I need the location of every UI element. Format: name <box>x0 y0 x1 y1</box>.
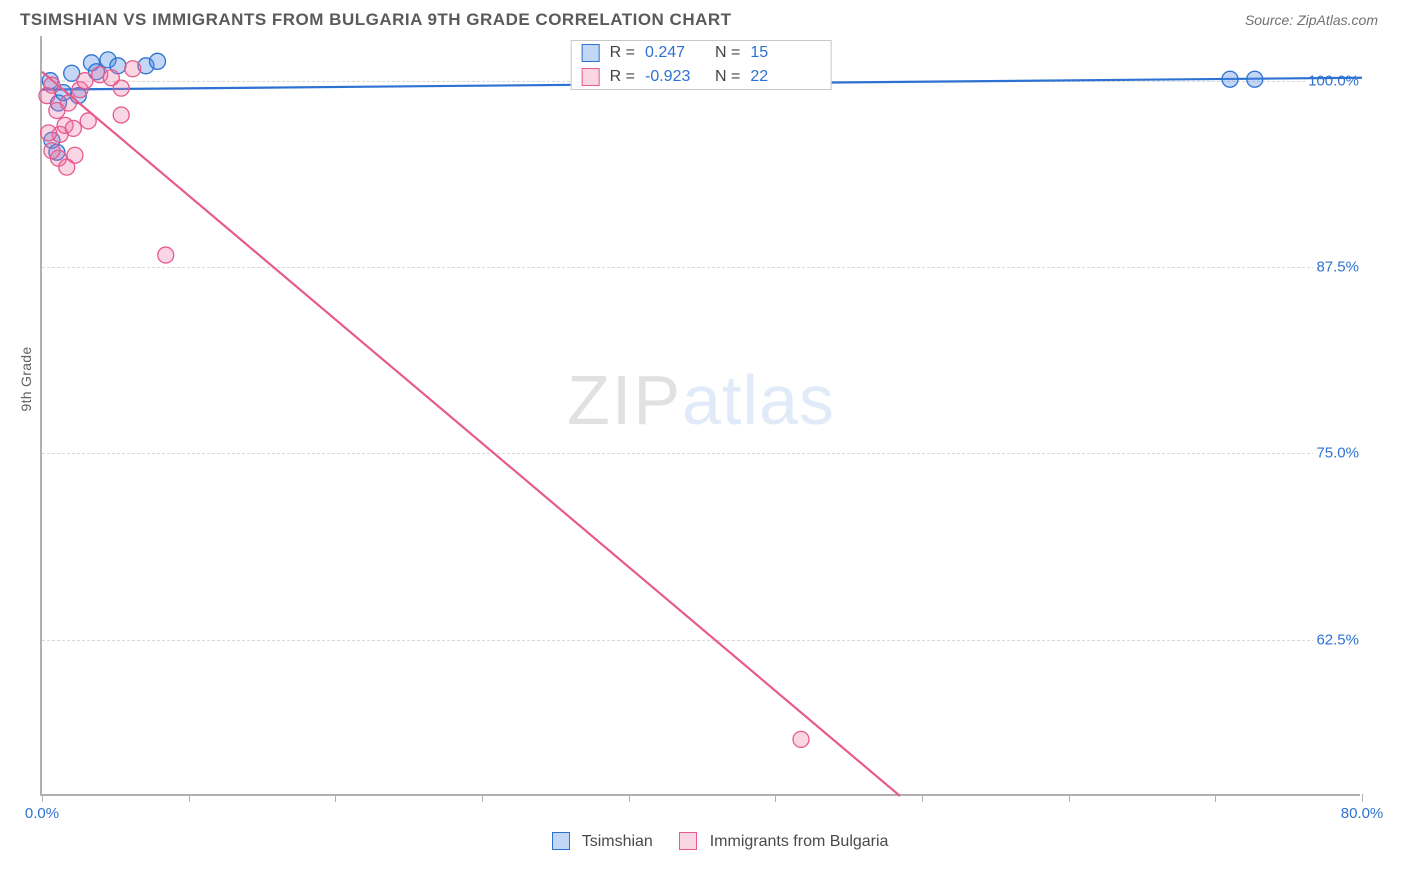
plot-area: ZIPatlas 100.0%87.5%75.0%62.5% R = 0.247… <box>40 36 1360 796</box>
bottom-label-bulgaria: Immigrants from Bulgaria <box>710 833 889 850</box>
data-point-tsimshian <box>1247 71 1263 87</box>
trend-line-bulgaria <box>42 72 900 796</box>
data-point-bulgaria <box>125 61 141 77</box>
data-point-bulgaria <box>60 95 76 111</box>
legend-r-label: R = <box>610 44 635 62</box>
data-point-bulgaria <box>113 80 129 96</box>
x-tick <box>189 794 190 802</box>
x-tick <box>482 794 483 802</box>
bottom-swatch-tsimshian <box>552 832 570 850</box>
legend-r-value-0: 0.247 <box>645 44 705 62</box>
x-tick <box>1362 794 1363 802</box>
legend-row-bulgaria: R = -0.923 N = 22 <box>572 65 831 89</box>
x-tick <box>775 794 776 802</box>
chart-container: 9th Grade ZIPatlas 100.0%87.5%75.0%62.5%… <box>40 36 1378 851</box>
legend-n-value-1: 22 <box>750 68 810 86</box>
legend-row-tsimshian: R = 0.247 N = 15 <box>572 41 831 65</box>
data-point-bulgaria <box>59 159 75 175</box>
data-point-bulgaria <box>44 143 60 159</box>
data-point-bulgaria <box>77 73 93 89</box>
bottom-swatch-bulgaria <box>679 832 697 850</box>
x-tick-label: 0.0% <box>25 805 59 822</box>
chart-title: TSIMSHIAN VS IMMIGRANTS FROM BULGARIA 9T… <box>20 10 732 30</box>
data-point-tsimshian <box>1222 71 1238 87</box>
data-point-bulgaria <box>113 107 129 123</box>
data-point-bulgaria <box>793 731 809 747</box>
correlation-legend: R = 0.247 N = 15 R = -0.923 N = 22 <box>571 40 832 90</box>
data-point-bulgaria <box>41 125 57 141</box>
data-point-bulgaria <box>65 120 81 136</box>
legend-r-label: R = <box>610 68 635 86</box>
plot-svg <box>42 36 1360 794</box>
x-tick <box>335 794 336 802</box>
x-tick <box>42 794 43 802</box>
legend-n-label: N = <box>715 68 740 86</box>
x-tick <box>629 794 630 802</box>
x-tick <box>922 794 923 802</box>
chart-header: TSIMSHIAN VS IMMIGRANTS FROM BULGARIA 9T… <box>0 0 1406 36</box>
swatch-tsimshian <box>582 44 600 62</box>
bottom-legend: Tsimshian Immigrants from Bulgaria <box>40 832 1378 851</box>
x-tick-label: 80.0% <box>1341 805 1384 822</box>
data-point-bulgaria <box>158 247 174 263</box>
bottom-label-tsimshian: Tsimshian <box>582 833 653 850</box>
chart-source: Source: ZipAtlas.com <box>1245 12 1378 28</box>
x-tick <box>1069 794 1070 802</box>
legend-r-value-1: -0.923 <box>645 68 705 86</box>
legend-n-label: N = <box>715 44 740 62</box>
data-point-tsimshian <box>150 53 166 69</box>
data-point-bulgaria <box>80 113 96 129</box>
swatch-bulgaria <box>582 68 600 86</box>
legend-n-value-0: 15 <box>750 44 810 62</box>
x-tick <box>1215 794 1216 802</box>
data-point-bulgaria <box>44 77 60 93</box>
y-axis-title: 9th Grade <box>18 346 34 411</box>
